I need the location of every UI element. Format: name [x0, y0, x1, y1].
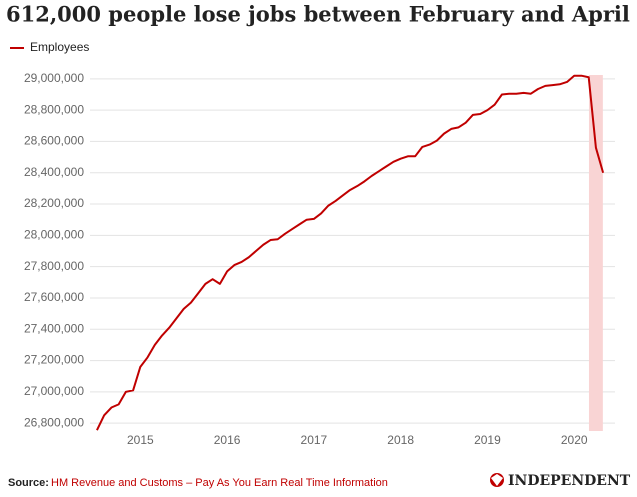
y-tick-label: 28,400,000 [24, 165, 84, 179]
x-tick-label: 2020 [561, 433, 588, 447]
y-tick-label: 29,000,000 [24, 71, 84, 85]
x-tick-label: 2017 [301, 433, 328, 447]
y-tick-label: 28,000,000 [24, 228, 84, 242]
y-tick-label: 28,600,000 [24, 134, 84, 148]
y-tick-label: 27,400,000 [24, 321, 84, 335]
x-tick-label: 2019 [474, 433, 501, 447]
x-tick-label: 2016 [214, 433, 241, 447]
y-tick-label: 27,800,000 [24, 259, 84, 273]
x-tick-label: 2015 [127, 433, 154, 447]
y-tick-label: 28,200,000 [24, 196, 84, 210]
y-tick-label: 27,000,000 [24, 384, 84, 398]
brand: INDEPENDENT [508, 473, 631, 489]
y-tick-label: 27,600,000 [24, 290, 84, 304]
legend-label: Employees [30, 40, 89, 54]
y-tick-label: 26,800,000 [24, 415, 84, 429]
x-tick-label: 2018 [387, 433, 414, 447]
y-tick-label: 27,200,000 [24, 353, 84, 367]
y-tick-label: 28,800,000 [24, 102, 84, 116]
brand-logo [490, 473, 504, 487]
source: HM Revenue and Customs – Pay As You Earn… [51, 477, 388, 489]
source-label: Source: [8, 477, 49, 489]
series-line [96, 74, 605, 431]
highlight-band [588, 75, 603, 431]
chart-title: 612,000 people lose jobs between Februar… [6, 2, 630, 27]
